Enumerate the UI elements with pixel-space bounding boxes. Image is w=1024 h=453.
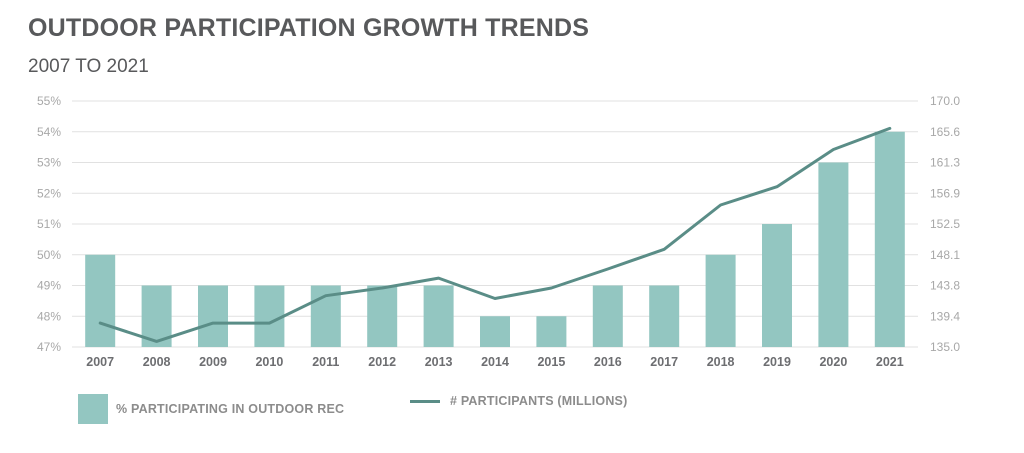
bar [480,316,510,347]
left-y-axis: 47% 48% 49% 50% 51% 52% 53% 54% 55% [37,94,61,354]
x-axis: 2007 2008 2009 2010 2011 2012 2013 2014 2015 2016… [86,355,903,369]
x-tick-label: 2011 [312,355,339,369]
left-tick-label: 55% [37,94,61,108]
bar [198,285,228,347]
x-tick-label: 2012 [368,355,396,369]
bar [818,162,849,347]
left-tick-label: 52% [37,186,61,200]
line-series [98,126,892,343]
bar [85,254,116,347]
chart-title: OUTDOOR PARTICIPATION GROWTH TRENDS [28,14,590,42]
legend-swatch-bar [78,394,108,424]
right-tick-label: 139.4 [930,309,960,323]
x-tick-label: 2017 [650,355,678,369]
legend-item-percent: % PARTICIPATING IN OUTDOOR REC [78,394,344,424]
right-tick-label: 170.0 [930,94,960,108]
bar [254,285,285,347]
left-tick-label: 48% [37,309,61,323]
right-tick-label: 143.8 [930,279,960,293]
bar [762,224,792,347]
bar [423,285,454,347]
x-tick-label: 2007 [86,355,114,369]
x-tick-label: 2016 [594,355,622,369]
bar-series [85,131,905,347]
bar [367,285,398,347]
bar [649,285,680,347]
bar [874,131,905,347]
left-tick-label: 53% [37,156,61,170]
left-tick-label: 50% [37,248,61,262]
x-tick-label: 2008 [143,355,171,369]
x-tick-label: 2018 [707,355,735,369]
right-tick-label: 148.1 [930,248,960,262]
right-tick-label: 152.5 [930,217,960,231]
x-tick-label: 2019 [763,355,791,369]
left-tick-label: 51% [37,217,61,231]
legend-item-participants: # PARTICIPANTS (MILLIONS) [410,394,627,408]
left-tick-label: 49% [37,279,61,293]
right-tick-label: 161.3 [930,156,960,170]
x-tick-label: 2020 [819,355,847,369]
right-y-axis: 135.0 139.4 143.8 148.1 152.5 156.9 161.3 165.6… [930,94,960,354]
left-tick-label: 54% [37,125,61,139]
x-tick-label: 2009 [199,355,227,369]
right-tick-label: 135.0 [930,340,960,354]
left-tick-label: 47% [37,340,61,354]
right-tick-label: 165.6 [930,125,960,139]
x-tick-label: 2014 [481,355,509,369]
right-tick-label: 156.9 [930,186,960,200]
x-tick-label: 2021 [876,355,904,369]
bar [536,316,567,347]
x-tick-label: 2010 [255,355,283,369]
bar [705,254,736,347]
participants-line [98,126,892,343]
bar [592,285,623,347]
chart-subtitle: 2007 TO 2021 [28,56,149,77]
legend-label-participants: # PARTICIPANTS (MILLIONS) [450,394,628,408]
x-tick-label: 2015 [537,355,565,369]
x-tick-label: 2013 [425,355,453,369]
legend-label-percent: % PARTICIPATING IN OUTDOOR REC [116,402,345,416]
legend-swatch-line [410,399,440,403]
